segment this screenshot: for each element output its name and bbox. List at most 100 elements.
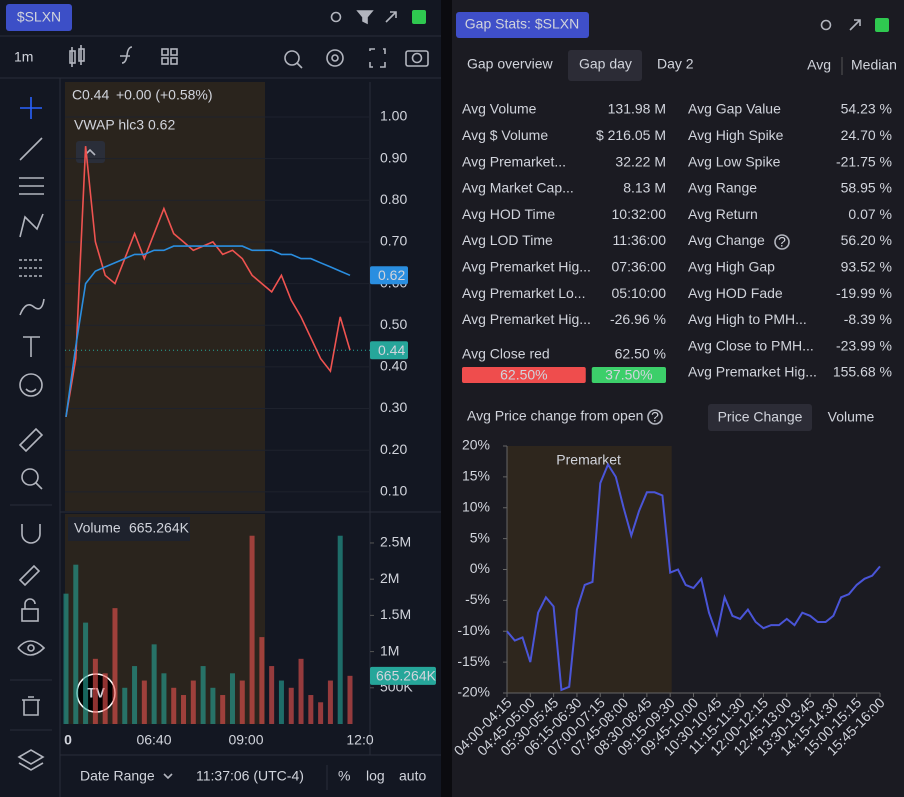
percent-toggle[interactable]: % [338, 768, 350, 784]
stat-label: Avg Close red [462, 346, 550, 362]
price-tag-label: 0.44 [378, 342, 405, 358]
legend-change: +0.00 (+0.58%) [116, 87, 213, 103]
toolbar-icons[interactable] [69, 45, 429, 69]
volume-bar [347, 675, 353, 724]
tab[interactable]: Gap day [579, 56, 632, 72]
stat-label: Avg Gap Value [688, 101, 781, 117]
split-bar [462, 367, 586, 383]
collapse-button[interactable] [76, 141, 105, 163]
stat-label: Avg Return [688, 206, 758, 222]
y-tick-label: 2.5M [380, 534, 411, 550]
stat-value: 56.20 % [841, 232, 892, 248]
stat-value: 62.50 % [615, 346, 666, 362]
volume-bar [308, 695, 314, 724]
stat-value: -21.75 % [836, 153, 892, 169]
ticker-button[interactable] [6, 4, 72, 31]
stat-label: Avg HOD Fade [688, 285, 783, 301]
stat-value: 54.23 % [841, 101, 892, 117]
legend-c: C [72, 87, 82, 103]
stat-value: $ 216.05 M [596, 127, 666, 143]
y-tick-label: 20% [462, 437, 490, 453]
stat-value: 32.22 M [615, 153, 666, 169]
header-icons[interactable] [820, 19, 861, 31]
y-tick-label: 0% [470, 560, 490, 576]
price-tag [370, 341, 408, 360]
legend-bg [68, 85, 208, 107]
date-range[interactable]: Date Range [80, 768, 155, 784]
stat-value: 155.68 % [833, 364, 892, 380]
chart-button[interactable]: Price Change [718, 409, 803, 425]
y-tick-label: -20% [457, 684, 490, 700]
volume-bar [239, 680, 245, 724]
tab[interactable]: Day 2 [657, 56, 694, 72]
interval[interactable]: 1m [14, 49, 33, 65]
title-button[interactable] [456, 12, 589, 38]
y-tick-label: 1.00 [380, 108, 407, 124]
vwap-tag-label: 0.62 [378, 267, 405, 283]
stat-label: Avg Premarket Hig... [688, 364, 817, 380]
volume-bar [327, 680, 333, 724]
stat-label: Avg Low Spike [688, 153, 781, 169]
status-dot [412, 10, 426, 24]
y-tick-label: 15% [462, 468, 490, 484]
y-tick-label: 5% [470, 529, 490, 545]
y-tick-label: 0.40 [380, 358, 407, 374]
volume-bar [259, 637, 265, 724]
stat-value: -8.39 % [844, 311, 892, 327]
stat-value: 0.07 % [848, 206, 892, 222]
y-tick-label: 0.10 [380, 483, 407, 499]
x-tick-label: 09:00 [228, 732, 263, 748]
help-icon[interactable] [647, 409, 663, 425]
chart-button[interactable]: Volume [828, 409, 875, 425]
y-tick-label: 1.5M [380, 606, 411, 622]
header-icons[interactable] [330, 10, 397, 25]
stat-label: Avg Volume [462, 101, 537, 117]
help-icon[interactable] [774, 234, 790, 250]
stat-label: Avg Close to PMH... [688, 337, 814, 353]
stat-label: Avg Premarket Lo... [462, 285, 585, 301]
volume-bar [200, 666, 206, 724]
legend-close: 0.44 [82, 87, 109, 103]
stat-label: Avg $ Volume [462, 127, 548, 143]
y-tick-label: -5% [465, 591, 490, 607]
volume-bar [298, 658, 304, 724]
x-tick-label: 0 [64, 732, 72, 748]
drawing-tools[interactable] [17, 97, 46, 771]
volume-bar [181, 695, 187, 724]
stat-label: Avg Change [688, 232, 765, 248]
vwap-line [65, 245, 351, 418]
volume-bar [92, 658, 98, 724]
help-mark: ? [651, 409, 659, 425]
stat-value: 11:36:00 [613, 232, 667, 248]
mode[interactable]: Median [851, 57, 897, 73]
volume-bar [63, 593, 69, 724]
vwap-value: 0.62 [148, 117, 175, 133]
premarket-shade [507, 446, 672, 693]
annotation: Premarket [556, 452, 621, 468]
stat-label: Avg High Spike [688, 127, 784, 143]
volume-bar [278, 680, 284, 724]
help-mark: ? [778, 234, 786, 250]
log-toggle[interactable]: log [366, 768, 385, 784]
volume-bar [190, 680, 196, 724]
volume-tag [370, 666, 436, 685]
volume-bar [83, 622, 89, 724]
stat-label: Avg Premarket... [462, 153, 566, 169]
y-tick-label: -10% [457, 622, 490, 638]
y-tick-label: 0.90 [380, 149, 407, 165]
auto-toggle[interactable]: auto [399, 768, 426, 784]
y-tick-label: 0.50 [380, 316, 407, 332]
vwap-label: VWAP hlc3 [74, 117, 144, 133]
chart-title: Avg Price change from open [467, 408, 643, 424]
stat-value: 07:36:00 [612, 259, 667, 275]
mode[interactable]: Avg [807, 57, 831, 73]
x-tick-label: 12:0 [346, 732, 373, 748]
volume-label: Volume [74, 520, 121, 536]
chevron [163, 773, 173, 780]
panel-title: Gap Stats: $SLXN [465, 16, 579, 32]
volume-bar [210, 687, 216, 724]
legend-bg [68, 517, 190, 541]
split-label: 62.50% [500, 367, 547, 383]
vwap-tag [370, 266, 408, 285]
tab[interactable]: Gap overview [467, 56, 553, 72]
